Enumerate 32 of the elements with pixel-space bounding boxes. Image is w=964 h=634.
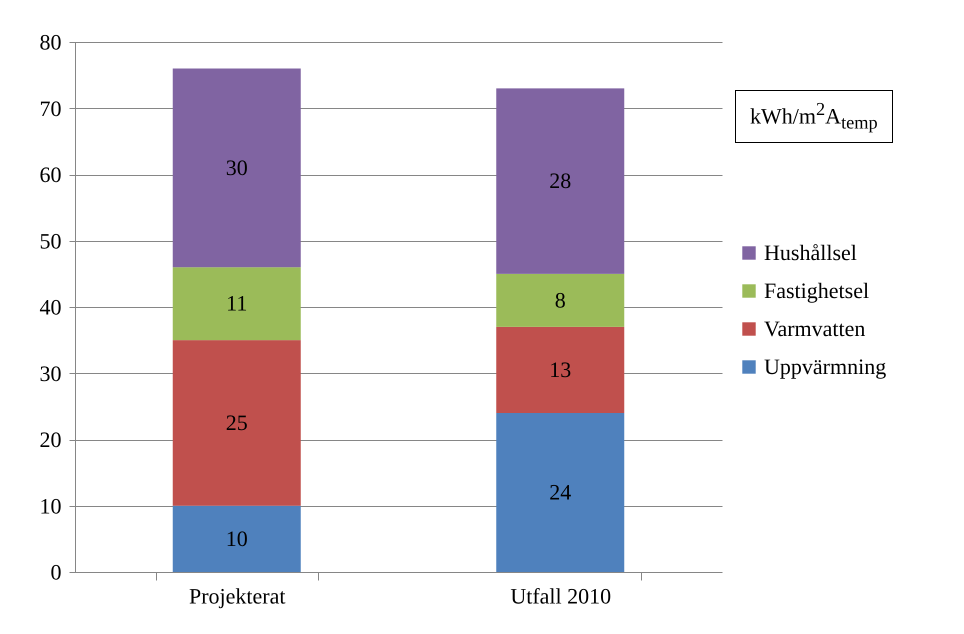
- y-tick-label: 40: [40, 294, 62, 320]
- data-label: 13: [549, 356, 572, 382]
- bar: [172, 340, 301, 506]
- bar: [172, 68, 301, 268]
- y-tick-label: 80: [40, 30, 62, 54]
- legend-label: Uppvärmning: [764, 354, 886, 379]
- y-tick-label: 50: [40, 228, 62, 254]
- y-tick-label: 70: [40, 96, 62, 121]
- text: kWh/m$^{2}$A$_{temp}$: [735, 90, 893, 143]
- data-label: 8: [554, 287, 566, 312]
- bar: [496, 326, 624, 413]
- y-tick-label: 30: [40, 360, 62, 386]
- bar: [496, 88, 624, 274]
- y-tick-label: 10: [40, 493, 62, 518]
- y-tick-label: 20: [40, 427, 62, 452]
- bar: [172, 506, 301, 572]
- y-tick-label: 60: [40, 162, 62, 187]
- x-tick-label: Projekterat: [188, 584, 286, 608]
- legend-label: Varmvatten: [764, 316, 866, 341]
- data-label: 24: [549, 480, 572, 504]
- data-label: 25: [226, 410, 248, 435]
- legend-label: Hushållsel: [764, 240, 857, 265]
- y-tick-label: 0: [50, 560, 62, 584]
- x-tick-label: Utfall 2010: [510, 584, 612, 608]
- bar: [496, 413, 624, 572]
- legend-label: Fastighetsel: [764, 278, 870, 303]
- bar: [172, 267, 301, 340]
- data-label: 28: [549, 168, 572, 194]
- data-label: 11: [226, 290, 248, 316]
- bar: [496, 274, 624, 327]
- data-label: 30: [226, 154, 248, 180]
- data-label: 10: [226, 526, 248, 551]
